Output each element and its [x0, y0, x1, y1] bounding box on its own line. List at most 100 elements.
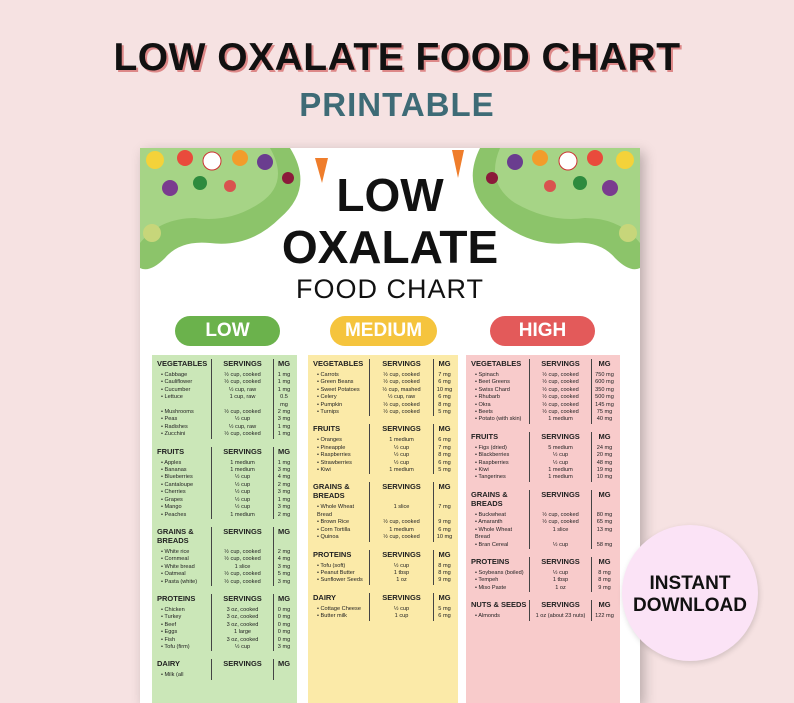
- oxalate-mg: 7 mg: [433, 504, 455, 520]
- oxalate-mg: 6 mg: [433, 394, 455, 402]
- column-header: MG: [433, 359, 455, 372]
- food-name: Almonds: [469, 613, 529, 620]
- food-name: Chicken: [155, 607, 211, 614]
- serving: ½ cup, cooked: [529, 394, 591, 402]
- oxalate-mg: 145 mg: [591, 401, 617, 410]
- oxalate-mg: 1 mg: [273, 459, 294, 468]
- serving: 3 oz, cooked: [211, 606, 273, 615]
- serving: ½ cup, cooked: [369, 534, 433, 542]
- food-name: Cottage Cheese: [311, 606, 369, 613]
- oxalate-mg: 0.5 mg: [273, 394, 294, 410]
- food-name: Cucumber: [155, 387, 211, 394]
- food-name: Figs (dried): [469, 445, 529, 452]
- oxalate-mg: 2 mg: [273, 548, 294, 557]
- column-header: SERVINGS: [211, 593, 273, 607]
- oxalate-mg: 2 mg: [273, 409, 294, 417]
- column-header: MG: [273, 526, 294, 549]
- oxalate-mg: 6 mg: [433, 437, 455, 445]
- column-header: MG: [433, 424, 455, 438]
- level-column: VEGETABLESSERVINGSMGSpinach½ cup, cooked…: [466, 355, 620, 703]
- chart-paper: LOW OXALATE FOOD CHART LOW VEGETABLES SERV…: [140, 148, 640, 703]
- oxalate-mg: 8 mg: [433, 401, 455, 410]
- food-name: Apples: [155, 460, 211, 467]
- section-title: FRUITS: [157, 446, 185, 456]
- food-name: Pasta (white): [155, 579, 211, 586]
- oxalate-mg: 40 mg: [591, 416, 617, 424]
- serving: ½ cup, cooked: [529, 379, 591, 387]
- oxalate-mg: 3 mg: [273, 563, 294, 572]
- oxalate-mg: 600 mg: [591, 379, 617, 387]
- serving: ½ cup: [369, 452, 433, 460]
- serving: ½ cup: [211, 481, 273, 490]
- oxalate-mg: 350 mg: [591, 386, 617, 395]
- serving: 1 large: [211, 629, 273, 637]
- food-name: Pumpkin: [311, 402, 369, 409]
- food-name: Beet Greens: [469, 379, 529, 386]
- food-name: Corn Tortilla: [311, 527, 369, 534]
- serving: ½ cup, cooked: [529, 372, 591, 380]
- column-header: SERVINGS: [211, 659, 273, 673]
- column-header: MG: [591, 556, 617, 570]
- serving: ½ cup: [211, 489, 273, 497]
- serving: 1 cup, raw: [211, 394, 273, 410]
- food-name: Tofu (soft): [311, 563, 369, 570]
- serving: ½ cup, cooked: [369, 401, 433, 410]
- oxalate-mg: 0 mg: [273, 614, 294, 622]
- serving: 1 medium: [369, 437, 433, 445]
- food-name: Blackberries: [469, 452, 529, 459]
- food-name: Peanut Butter: [311, 570, 369, 577]
- serving: ½ cup, raw: [211, 386, 273, 395]
- column-header: SERVINGS: [529, 359, 591, 372]
- serving: ½ cup, cooked: [211, 571, 273, 579]
- oxalate-mg: 5 mg: [433, 467, 455, 475]
- serving: ½ cup, raw: [211, 423, 273, 432]
- oxalate-mg: 80 mg: [591, 511, 617, 520]
- serving: ½ cup, raw: [369, 394, 433, 402]
- serving: 1 medium: [211, 467, 273, 475]
- oxalate-mg: 1 mg: [273, 496, 294, 505]
- food-name: Kiwi: [469, 467, 529, 474]
- food-name: Brown Rice: [311, 519, 369, 526]
- oxalate-mg: 1 mg: [273, 423, 294, 432]
- food-name: Grapes: [155, 497, 211, 504]
- oxalate-mg: 4 mg: [273, 556, 294, 564]
- serving: ½ cup: [369, 444, 433, 453]
- serving: ½ cup, cooked: [529, 386, 591, 395]
- oxalate-mg: 0 mg: [273, 621, 294, 630]
- serving: ½ cup: [529, 541, 591, 549]
- oxalate-mg: 10 mg: [591, 474, 617, 482]
- oxalate-mg: 58 mg: [591, 541, 617, 549]
- oxalate-mg: 24 mg: [591, 444, 617, 453]
- food-name: Celery: [311, 394, 369, 401]
- oxalate-mg: 9 mg: [433, 577, 455, 585]
- serving: ½ cup, mashed: [369, 386, 433, 395]
- doc-subtitle: FOOD CHART: [295, 274, 484, 304]
- oxalate-mg: 1 mg: [273, 431, 294, 439]
- column-header: MG: [273, 359, 294, 372]
- serving: ½ cup, cooked: [211, 379, 273, 387]
- column-header: SERVINGS: [529, 600, 591, 614]
- oxalate-mg: 1 mg: [273, 372, 294, 380]
- oxalate-mg: 0 mg: [273, 629, 294, 637]
- section-title: DAIRY: [313, 592, 337, 602]
- serving: ½ cup, cooked: [211, 409, 273, 417]
- food-name: Tempeh: [469, 577, 529, 584]
- food-name: Quinoa: [311, 534, 369, 541]
- oxalate-mg: 3 mg: [273, 504, 294, 512]
- oxalate-mg: 8 mg: [433, 562, 455, 570]
- serving: ½ cup, cooked: [529, 511, 591, 520]
- badge-text: DOWNLOAD: [633, 595, 747, 616]
- doc-title: LOW: [336, 169, 444, 221]
- serving: 1 oz: [529, 584, 591, 593]
- food-name: Zucchini: [155, 431, 211, 438]
- oxalate-mg: 9 mg: [591, 584, 617, 593]
- oxalate-mg: [273, 672, 294, 680]
